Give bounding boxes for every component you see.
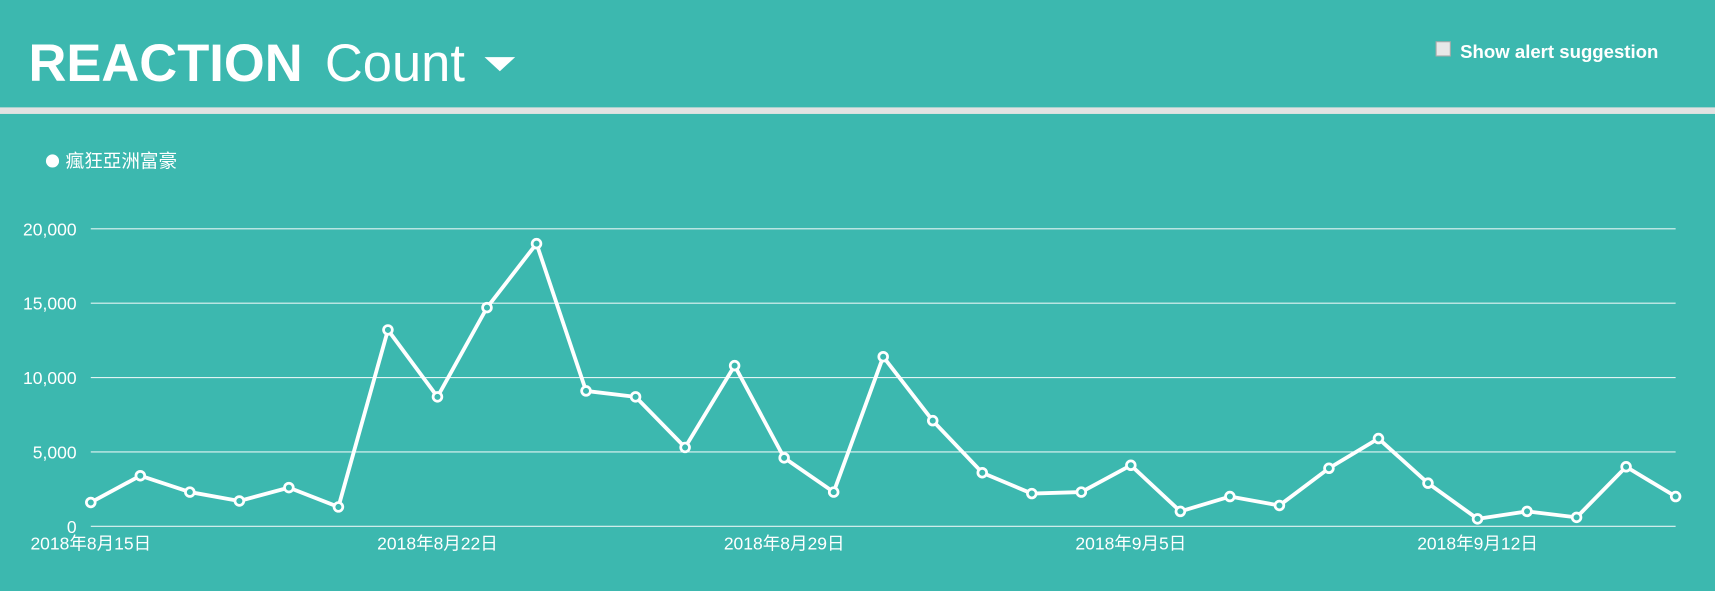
data-point (629, 391, 642, 403)
data-point (1125, 459, 1137, 472)
data-point (1570, 511, 1583, 524)
x-tick-label: 2018年9月12日 (1417, 533, 1538, 553)
x-tick-label: 2018年8月29日 (724, 533, 845, 553)
y-tick-label: 10,000 (23, 368, 77, 388)
data-point (332, 501, 345, 513)
title-bold: REACTION (28, 34, 302, 93)
data-point (382, 324, 394, 336)
data-point (1075, 486, 1088, 498)
data-point (1174, 505, 1187, 518)
data-point (1620, 461, 1632, 473)
data-point (1471, 513, 1484, 525)
data-point (481, 301, 493, 314)
dropdown-arrow[interactable] (484, 57, 516, 72)
separator (0, 107, 1715, 114)
data-point (580, 385, 592, 397)
x-tick-label: 2018年8月22日 (377, 533, 498, 553)
data-point (1669, 490, 1682, 503)
data-point (1521, 505, 1533, 518)
data-point (728, 359, 741, 372)
data-point (1273, 499, 1286, 512)
data-point (778, 452, 790, 464)
y-tick-label: 20,000 (23, 219, 77, 239)
data-point (184, 486, 196, 498)
data-point (530, 237, 543, 250)
checkbox-label[interactable]: Show alert suggestion (1460, 41, 1658, 62)
y-tick-label: 5,000 (33, 442, 77, 462)
data-point (877, 350, 889, 363)
y-tick-label: 0 (67, 517, 77, 537)
data-point (283, 481, 295, 494)
data-point (1026, 487, 1038, 500)
title-rest: Count (325, 34, 466, 93)
data-point (827, 486, 840, 498)
data-point (1224, 490, 1236, 503)
x-tick-label: 2018年8月15日 (30, 533, 151, 553)
data-point (85, 496, 97, 509)
data-point (679, 441, 691, 454)
data-point (1372, 432, 1385, 445)
data-point (134, 469, 147, 482)
data-point (976, 466, 988, 479)
legend-label[interactable]: 瘋狂亞洲富豪 (66, 151, 177, 172)
y-tick-label: 15,000 (23, 294, 77, 314)
data-point (1323, 462, 1335, 475)
data-point (431, 391, 444, 403)
x-tick-label: 2018年9月5日 (1075, 533, 1186, 553)
checkbox[interactable] (1435, 41, 1451, 57)
data-point (926, 414, 939, 427)
legend-dot (45, 154, 60, 168)
data-point (1422, 477, 1434, 489)
data-point (233, 495, 246, 507)
